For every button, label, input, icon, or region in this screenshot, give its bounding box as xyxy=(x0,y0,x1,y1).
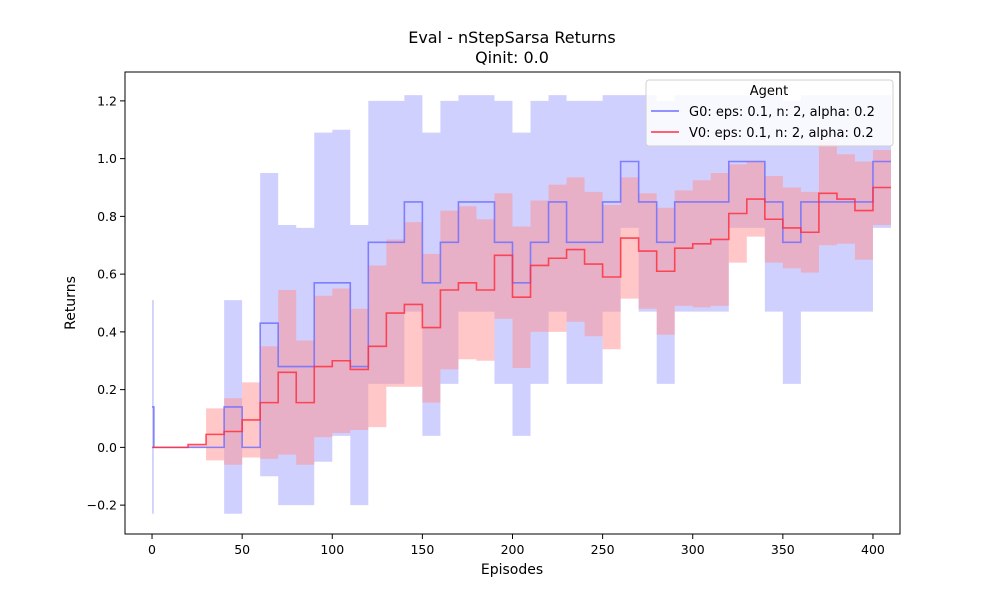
y-tick-label: 0.0 xyxy=(97,440,117,455)
legend-label-g0: G0: eps: 0.1, n: 2, alpha: 0.2 xyxy=(689,105,875,120)
y-tick-label: 0.8 xyxy=(97,209,117,224)
line-v0 xyxy=(152,186,891,449)
chart-subtitle: Qinit: 0.0 xyxy=(475,48,549,67)
y-tick-label: 1.2 xyxy=(97,93,117,108)
legend: Agent G0: eps: 0.1, n: 2, alpha: 0.2 V0:… xyxy=(645,79,894,147)
x-tick-label: 100 xyxy=(320,542,344,557)
y-tick-label: −0.2 xyxy=(87,498,117,513)
x-tick-label: 300 xyxy=(681,542,705,557)
x-tick-label: 50 xyxy=(234,542,250,557)
y-tick-label: 0.6 xyxy=(97,267,117,282)
chart-title: Eval - nStepSarsa Returns xyxy=(408,28,616,47)
x-tick-label: 250 xyxy=(591,542,615,557)
x-axis: 0 50 100 150 200 250 300 350 400 xyxy=(148,534,885,557)
y-axis-label: Returns xyxy=(63,276,79,330)
series-lines xyxy=(152,160,891,449)
y-tick-label: 1.0 xyxy=(97,151,117,166)
x-axis-label: Episodes xyxy=(481,562,543,578)
confidence-bands xyxy=(152,95,891,514)
x-tick-label: 150 xyxy=(410,542,434,557)
x-tick-label: 200 xyxy=(501,542,525,557)
band-v0 xyxy=(152,141,891,465)
y-axis: −0.2 0.0 0.2 0.4 0.6 0.8 1.0 1.2 xyxy=(87,93,125,513)
y-tick-label: 0.2 xyxy=(97,382,117,397)
x-tick-label: 350 xyxy=(771,542,795,557)
line-g0 xyxy=(152,160,891,449)
x-tick-label: 400 xyxy=(861,542,885,557)
x-tick-label: 0 xyxy=(148,542,156,557)
legend-box xyxy=(645,79,894,147)
plot-area xyxy=(152,95,891,514)
legend-label-v0: V0: eps: 0.1, n: 2, alpha: 0.2 xyxy=(689,126,874,141)
legend-title: Agent xyxy=(750,84,788,99)
y-tick-label: 0.4 xyxy=(97,324,117,339)
